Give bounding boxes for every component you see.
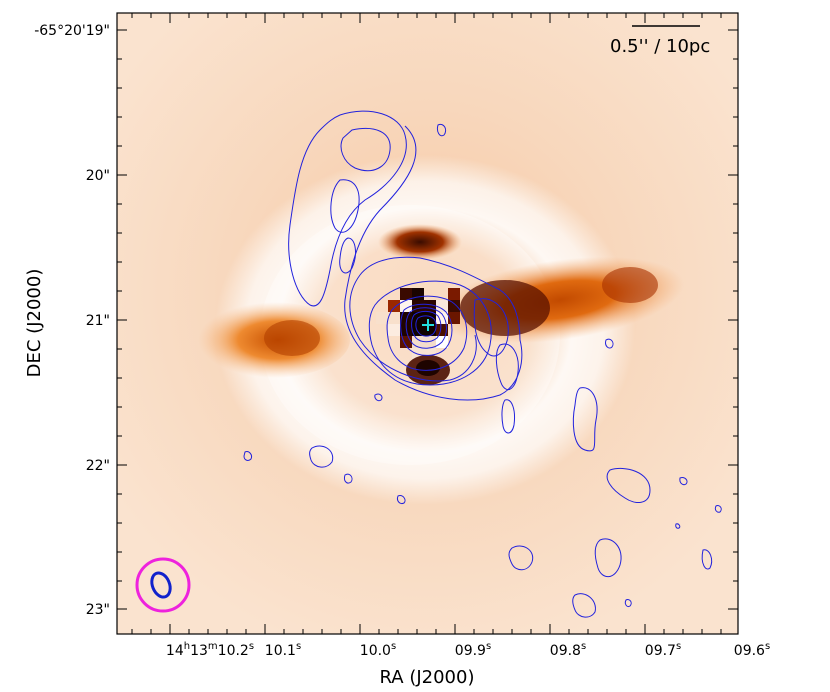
scalebar-label: 0.5'' / 10pc [610,36,710,57]
image-area [117,13,738,634]
ra-tick-label: 10.0s [360,641,396,659]
outer-contour [344,125,523,401]
contour-level-2 [368,280,492,386]
nucleus-position-marker [422,319,434,331]
contour-level-4 [400,303,453,356]
left-arm-small-contour [339,237,356,274]
right-tail-small-contour [501,399,515,434]
beam-indicator [135,557,191,613]
contour-level-5 [405,307,447,349]
lower-right-contour-a [572,387,598,452]
tiny-contour-8 [701,549,713,570]
ra-tick-label: 09.8s [550,641,586,659]
ra-tick-label: 09.9s [455,641,491,659]
dec-tick-label: 22" [86,458,110,474]
upper-left-contour [288,110,407,307]
contour-level-3 [386,295,468,371]
right-lobe-knot [602,267,658,303]
beam-circle [135,557,191,613]
lower-right-contour-c [594,538,622,578]
lower-contour-d [508,545,534,571]
top-emission-blob [378,224,462,260]
tiny-contour-9 [714,505,722,513]
lower-left-contour [309,445,334,468]
ra-tick-label: 14h13m10.2s [166,641,254,659]
left-arm-inner-contour [330,179,360,233]
right-knot-contour [473,298,509,357]
ra-tick-label: 10.1s [265,641,301,659]
right-tail-contour [495,343,519,390]
y-axis-title: DEC (J2000) [24,269,45,378]
ra-tick-labels: 14h13m10.2s 10.1s 10.0s 09.9s 09.8s 09.7… [166,641,770,659]
tiny-contour-4 [437,123,447,137]
upper-left-inner-contour [340,127,391,172]
contour-level-6 [411,310,442,343]
ra-tick-label: 09.7s [645,641,681,659]
dec-tick-labels: -65°20'19" 20" 21" 22" 23" [34,23,110,618]
lower-contour-e [572,593,596,618]
x-axis-title: RA (J2000) [380,667,475,688]
tick-marks [117,13,739,634]
ra-tick-label: 09.6s [734,641,770,659]
tiny-contour-1 [243,451,252,461]
tiny-contour-11 [675,523,681,529]
radio-contours [243,110,722,618]
tiny-contour-10 [624,599,632,607]
dec-tick-label: 23" [86,602,110,618]
dec-tick-label: -65°20'19" [34,23,110,39]
lower-right-contour-b [606,467,651,503]
beam-ellipse [150,571,172,599]
tiny-contour-2 [344,473,353,484]
tiny-contour-5 [374,393,383,402]
tiny-contour-7 [679,477,688,486]
right-lobe-core [460,280,550,336]
dec-tick-label: 21" [86,313,110,329]
tiny-contour-6 [605,338,614,349]
contour-level-7 [415,315,437,337]
left-lobe-core [264,320,320,356]
tiny-contour-3 [397,495,406,504]
dec-tick-label: 20" [86,168,110,184]
plot-frame [116,12,739,635]
